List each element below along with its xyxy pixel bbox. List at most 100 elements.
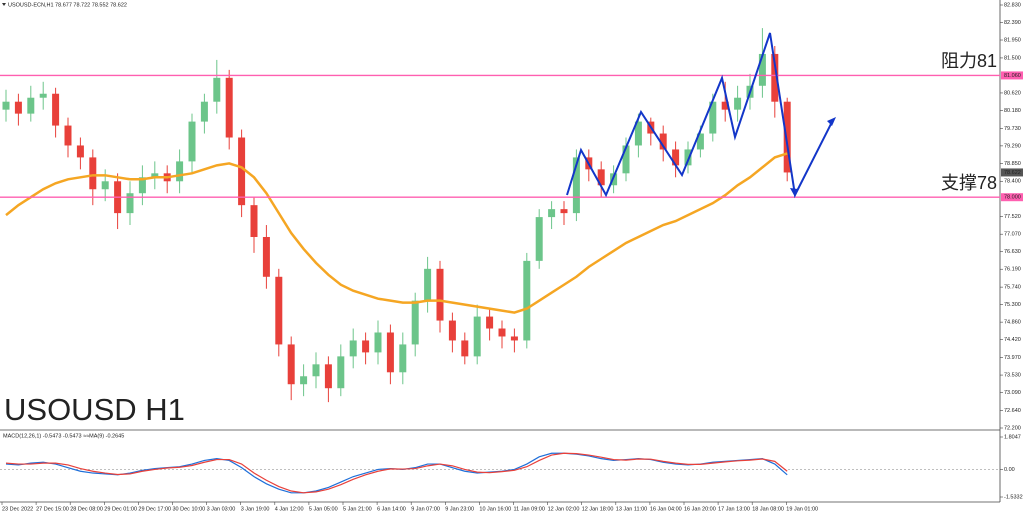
x-tick-label: 4 Jan 12:00 [275, 506, 304, 512]
candle-body [39, 93, 47, 98]
candle-body [448, 320, 456, 341]
candle-body [572, 157, 580, 214]
x-tick-label: 9 Jan 23:00 [445, 506, 474, 512]
x-tick-label: 27 Dec 15:00 [36, 506, 69, 512]
candle-body [535, 217, 543, 261]
trend-drawing [566, 32, 836, 199]
candle-body [498, 328, 506, 337]
header-icon [2, 3, 6, 6]
x-tick-label: 17 Jan 13:00 [718, 506, 750, 512]
x-tick-label: 18 Jan 08:00 [752, 506, 784, 512]
y-tick-label: 79.730 [1004, 126, 1021, 132]
y-tick-label: 81.500 [1004, 55, 1021, 61]
candle-body [374, 332, 382, 353]
annotation: 支撑78 [941, 173, 997, 193]
candle-body [188, 121, 196, 162]
candle-body [696, 133, 704, 150]
candle-body [411, 300, 419, 345]
candle-body [461, 340, 469, 357]
candle-body [250, 205, 258, 237]
annotation: 阻力81 [941, 51, 997, 71]
y-tick-label: 82.830 [1004, 2, 1021, 8]
y-tick-label: 75.740 [1004, 285, 1021, 291]
y-tick-label: 1.8047 [1004, 434, 1021, 440]
candle-body [473, 316, 481, 357]
x-tick-label: 30 Dec 10:00 [173, 506, 206, 512]
candle-body [213, 77, 221, 102]
y-tick-label: 72.200 [1004, 425, 1021, 431]
chart-title: USOUSD H1 [4, 392, 185, 427]
candle-body [52, 93, 60, 126]
y-tick-label: 73.090 [1004, 390, 1021, 396]
candle-body [758, 53, 766, 86]
level-tag-label: 78.000 [1004, 195, 1021, 201]
y-tick-label: 77.520 [1004, 214, 1021, 220]
candle-body [721, 101, 729, 110]
candle-body [424, 268, 432, 301]
candle-body [200, 101, 208, 122]
candle-body [349, 340, 357, 357]
x-tick-label: 5 Jan 21:00 [343, 506, 372, 512]
candle-body [399, 344, 407, 373]
candle-body [337, 356, 345, 389]
y-tick-label: 72.640 [1004, 408, 1021, 414]
candle-body [386, 332, 394, 373]
candle-body [486, 316, 494, 329]
y-tick-label: 82.390 [1004, 20, 1021, 26]
x-tick-label: 13 Jan 11:00 [616, 506, 647, 512]
y-tick-label: 81.950 [1004, 37, 1021, 43]
y-tick-label: -1.5332 [1004, 494, 1023, 500]
candle-body [14, 101, 22, 114]
y-tick-label: 73.530 [1004, 373, 1021, 379]
candle-body [287, 344, 295, 385]
y-tick-label: 74.860 [1004, 320, 1021, 326]
candle-body [126, 193, 134, 214]
arrow-head [790, 188, 798, 197]
candle-body [225, 77, 233, 138]
x-tick-label: 12 Jan 18:00 [582, 506, 614, 512]
candle-body [176, 161, 184, 182]
x-tick-label: 16 Jan 04:00 [650, 506, 682, 512]
x-tick-label: 9 Jan 07:00 [411, 506, 440, 512]
x-tick-label: 3 Jan 19:00 [241, 506, 270, 512]
candle-body [138, 177, 146, 194]
x-tick-label: 3 Jan 03:00 [207, 506, 236, 512]
macd-line [5, 452, 788, 494]
candle-body [684, 149, 692, 166]
candle-body [672, 149, 680, 166]
macd-label: MACD(12,26,1) -0.5473 -0.5473 ≈≈MA(9) -0… [3, 433, 124, 439]
candle-body [771, 53, 779, 102]
y-tick-label: 77.070 [1004, 232, 1021, 238]
candle-body [300, 376, 308, 385]
y-tick-label: 76.190 [1004, 267, 1021, 273]
level-tag [1001, 71, 1023, 80]
candle-body [262, 236, 270, 277]
level-tag [1001, 193, 1023, 202]
candle-body [510, 336, 518, 341]
x-tick-label: 6 Jan 14:00 [377, 506, 406, 512]
candle-body [2, 101, 10, 110]
x-tick-label: 16 Jan 20:00 [684, 506, 716, 512]
candle-body [89, 157, 97, 190]
x-tick-label: 12 Jan 02:00 [548, 506, 580, 512]
x-tick-label: 5 Jan 05:00 [309, 506, 338, 512]
level-tag-label: 81.060 [1004, 73, 1021, 79]
y-tick-label: 78.850 [1004, 161, 1021, 167]
zigzag-arrow [566, 32, 834, 199]
candle-body [523, 260, 531, 341]
moving-average [5, 152, 788, 314]
candle-body [560, 209, 568, 214]
candle-body [275, 276, 283, 345]
candle-body [27, 97, 35, 114]
y-tick-label: 80.620 [1004, 90, 1021, 96]
x-tick-label: 19 Jan 01:00 [786, 506, 818, 512]
candle-body [709, 101, 717, 134]
candle-body [151, 173, 159, 178]
y-tick-label: 0.00 [1004, 467, 1015, 473]
candle-body [734, 97, 742, 110]
last-price-label: 78.622 [1004, 170, 1021, 176]
y-tick-label: 74.420 [1004, 337, 1021, 343]
candle-body [238, 137, 246, 206]
